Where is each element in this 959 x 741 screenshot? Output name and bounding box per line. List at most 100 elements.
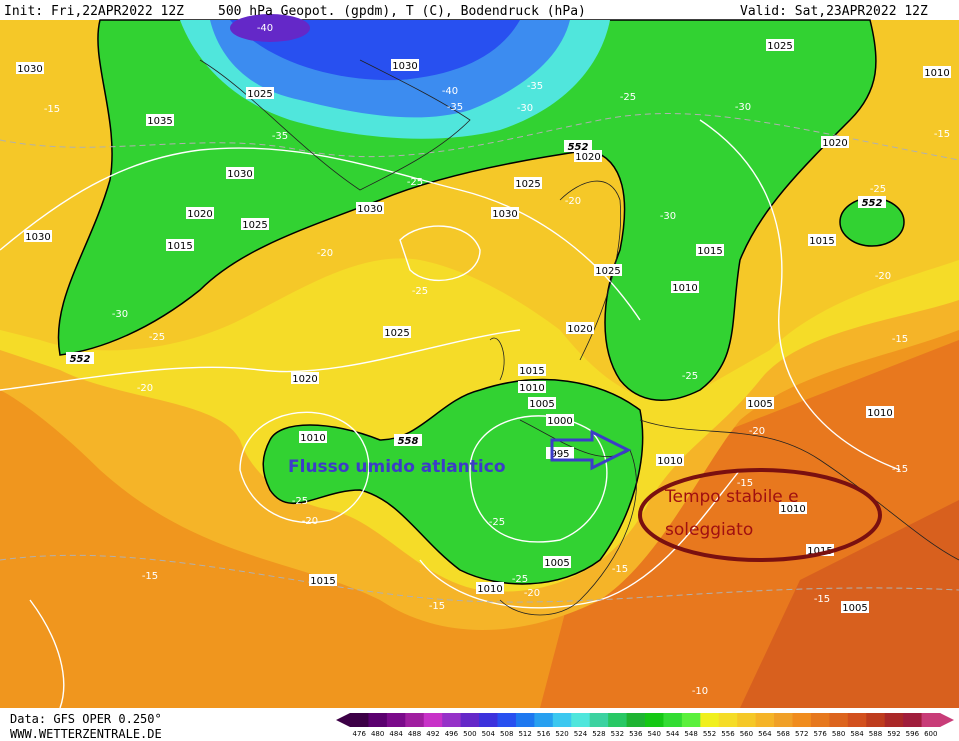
coastlines (199, 59, 959, 616)
colorbar-label: 548 (684, 730, 697, 738)
pressure-label: 1010 (300, 433, 325, 444)
colorbar-label: 528 (592, 730, 605, 738)
height-label: 558 (398, 436, 419, 447)
colorbar-label: 576 (813, 730, 827, 738)
colorbar-segment (645, 713, 664, 727)
coastline (199, 59, 471, 191)
temperature-label: -20 (302, 516, 318, 527)
website: WWW.WETTERZENTRALE.DE (10, 727, 162, 741)
temperature-label: -25 (489, 517, 505, 528)
temperature-label: -15 (44, 104, 60, 115)
map-labels: 1030 1025 1035 1030 1020 1025 1015 1030 1030 1025… (16, 23, 951, 697)
temperature-label: -40 (257, 23, 273, 34)
temperature-label: -20 (749, 426, 765, 437)
label-box (518, 381, 546, 393)
isobar (0, 147, 641, 321)
isotherm (0, 113, 959, 161)
label-box (186, 207, 214, 219)
coastline (639, 419, 959, 561)
colorbar-segment (534, 713, 554, 727)
colorbar: 476 480 484 488 492 496 500 504 508 512 516 520 524 5… (336, 713, 954, 738)
coastline (559, 180, 622, 361)
colorbar-label: 572 (795, 730, 808, 738)
label-box (166, 239, 194, 251)
label-box (476, 582, 504, 594)
colorbar-segment (497, 713, 517, 727)
label-box (394, 434, 422, 446)
colorbar-segment (681, 713, 701, 727)
label-box (291, 372, 319, 384)
colorbar-arrow-left (336, 713, 350, 727)
label-box (696, 244, 724, 256)
pressure-label: 1020 (822, 138, 847, 149)
label-box (66, 352, 94, 364)
isobar (29, 599, 65, 709)
colorbar-label: 524 (574, 730, 588, 738)
pressure-label: 1010 (867, 408, 892, 419)
isobars (0, 119, 901, 709)
height-label: 552 (568, 142, 589, 153)
map-title: 500 hPa Geopot. (gpdm), T (C), Bodendruc… (218, 4, 586, 19)
temperature-label: -25 (870, 184, 886, 195)
temperature-label: -15 (612, 564, 628, 575)
temperature-label: -15 (892, 464, 908, 475)
temperature-label: -25 (292, 496, 308, 507)
flow-arrow (550, 429, 632, 471)
label-box (24, 230, 52, 242)
label-box (574, 150, 602, 162)
colorbar-segment (479, 713, 498, 727)
label-box (746, 397, 774, 409)
pressure-label: 1015 (167, 241, 192, 252)
pressure-label: 1010 (477, 584, 502, 595)
pressure-label: 1000 (547, 416, 572, 427)
label-box (656, 454, 684, 466)
label-box (356, 202, 384, 214)
colorbar-label: 512 (518, 730, 531, 738)
field-violet (230, 14, 310, 42)
colorbar-segment (755, 713, 775, 727)
colorbar-label: 564 (758, 730, 772, 738)
pressure-label: 1025 (515, 179, 540, 190)
colorbar-label: 496 (445, 730, 459, 738)
temperature-label: -15 (737, 478, 753, 489)
pressure-label: 1020 (187, 209, 212, 220)
field-green-low (262, 378, 644, 585)
temperature-label: -40 (442, 86, 458, 97)
valid-time: Valid: Sat,23APR2022 12Z (740, 4, 928, 19)
label-box (866, 406, 894, 418)
colorbar-segment (866, 713, 886, 727)
label-box (543, 556, 571, 568)
colorbar-segment (921, 713, 941, 727)
pressure-label: 1020 (567, 324, 592, 335)
coastline (489, 337, 505, 381)
pressure-label: 995 (550, 449, 569, 460)
colorbar-label: 504 (482, 730, 496, 738)
label-box (923, 66, 951, 78)
label-box (514, 177, 542, 189)
label-box (841, 601, 869, 613)
pressure-label: 1020 (575, 152, 600, 163)
pressure-label: 1015 (519, 366, 544, 377)
temperature-label: -15 (892, 334, 908, 345)
colorbar-label: 520 (555, 730, 568, 738)
colorbar-label: 532 (611, 730, 624, 738)
temperature-label: -25 (149, 332, 165, 343)
pressure-label: 1010 (672, 283, 697, 294)
colorbar-label: 540 (648, 730, 661, 738)
pressure-label: 1030 (392, 61, 417, 72)
colorbar-segment (626, 713, 646, 727)
label-box (309, 574, 337, 586)
colorbar-segment (847, 713, 867, 727)
colorbar-segment (515, 713, 535, 727)
pressure-label: 1015 (807, 546, 832, 557)
pressure-label: 1030 (227, 169, 252, 180)
stable-annotation-line: soleggiato (665, 520, 753, 540)
label-box (246, 87, 274, 99)
colorbar-segment (829, 713, 849, 727)
temperature-label: -35 (447, 102, 463, 113)
colorbar-label: 500 (463, 730, 476, 738)
label-box (858, 196, 886, 208)
init-time: Init: Fri,22APR2022 12Z (4, 4, 184, 19)
colorbar-segment (737, 713, 757, 727)
pressure-label: 1005 (747, 399, 772, 410)
